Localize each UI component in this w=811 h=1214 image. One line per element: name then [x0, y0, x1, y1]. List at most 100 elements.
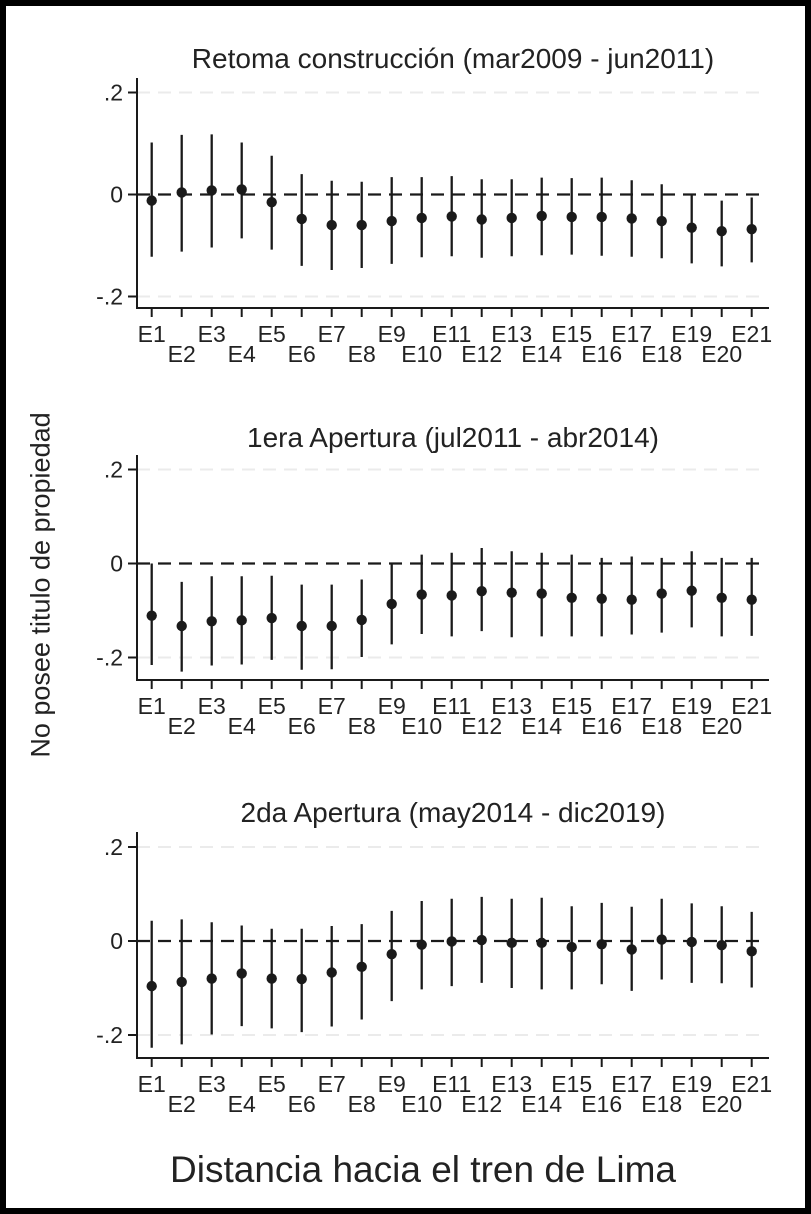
panel-2-estimate-point-E14 — [536, 588, 547, 599]
panel-2-x-tick-label-E16: E16 — [581, 713, 622, 739]
panel-1-x-tick-label-E17: E17 — [611, 321, 652, 347]
panel-1-x-tick-label-E9: E9 — [378, 321, 406, 347]
panel-3-x-tick-label-E18: E18 — [641, 1091, 682, 1117]
x-axis-title: Distancia hacia el tren de Lima — [170, 1149, 676, 1190]
panel-1-x-tick-label-E21: E21 — [731, 321, 772, 347]
panel-3-estimate-point-E9 — [386, 948, 397, 960]
panel-1-x-tick-label-E3: E3 — [198, 321, 226, 347]
panel-2-estimate-point-E19 — [686, 585, 697, 596]
panel-2-estimate-point-E8 — [356, 614, 367, 626]
panel-3-x-tick-label-E15: E15 — [551, 1071, 592, 1097]
panel-3-estimate-point-E6 — [296, 973, 307, 985]
panel-3-x-tick-label-E19: E19 — [671, 1071, 712, 1097]
panel-3-estimate-point-E15 — [566, 941, 577, 953]
panel-1-estimate-point-E2 — [176, 187, 187, 198]
panel-1-x-tick-label-E8: E8 — [348, 341, 376, 367]
panel-1-estimate-point-E20 — [716, 226, 727, 237]
panel-1-x-tick-label-E16: E16 — [581, 341, 622, 367]
panel-2-estimate-point-E2 — [176, 620, 187, 632]
panel-2-estimate-point-E10 — [416, 589, 427, 600]
panel-2-x-tick-label-E20: E20 — [701, 713, 742, 739]
panel-1-title: Retoma construcción (mar2009 - jun2011) — [191, 43, 715, 74]
panel-2-x-tick-label-E12: E12 — [461, 713, 502, 739]
panel-2-estimate-point-E9 — [386, 598, 397, 610]
panel-1-x-tick-label-E11: E11 — [432, 321, 471, 347]
panel-2-estimate-point-E3 — [206, 616, 217, 627]
panel-2-y-tick-label: 0 — [110, 551, 123, 577]
panel-1-estimate-point-E8 — [356, 219, 367, 231]
panel-1-y-tick-label: 0 — [110, 182, 123, 208]
panel-3-x-tick-label-E16: E16 — [581, 1091, 622, 1117]
panel-3-estimate-point-E21 — [746, 946, 757, 957]
panel-1-estimate-point-E18 — [656, 215, 667, 227]
panel-3-x-tick-label-E1: E1 — [138, 1071, 166, 1097]
panel-3-x-tick-label-E13: E13 — [491, 1071, 532, 1097]
panel-3-estimate-point-E2 — [176, 976, 187, 988]
panel-3-x-tick-label-E6: E6 — [288, 1091, 316, 1117]
panel-1-x-tick-label-E12: E12 — [461, 341, 502, 367]
panel-1-x-tick-label-E13: E13 — [491, 321, 532, 347]
panel-2-x-tick-label-E9: E9 — [378, 693, 406, 719]
panel-2-estimate-point-E21 — [746, 594, 757, 605]
panel-1-estimate-point-E10 — [416, 212, 427, 224]
panel-2-x-tick-label-E19: E19 — [671, 693, 712, 719]
panel-3-title: 2da Apertura (may2014 - dic2019) — [240, 797, 666, 828]
panel-3-y-tick-label: .2 — [104, 834, 123, 860]
panel-3-estimate-point-E19 — [686, 936, 697, 948]
panel-3-estimate-point-E20 — [716, 940, 727, 951]
panel-3-y-tick-label: -.2 — [96, 1022, 123, 1048]
panel-3-estimate-point-E8 — [356, 961, 367, 973]
panel-3-estimate-point-E7 — [326, 967, 337, 978]
panel-3-x-tick-label-E14: E14 — [521, 1091, 562, 1117]
panel-2-estimate-point-E17 — [626, 594, 637, 605]
panel-3-estimate-point-E17 — [626, 944, 637, 955]
panel-2-x-tick-label-E7: E7 — [318, 693, 346, 719]
panel-2-x-tick-label-E14: E14 — [521, 713, 562, 739]
panel-1-x-tick-label-E2: E2 — [168, 341, 196, 367]
panel-1-x-tick-label-E14: E14 — [521, 341, 562, 367]
panel-2-x-tick-label-E2: E2 — [168, 713, 196, 739]
panel-1-x-tick-label-E20: E20 — [701, 341, 742, 367]
panel-3-x-tick-label-E11: E11 — [432, 1071, 471, 1097]
panel-2-estimate-point-E18 — [656, 588, 667, 599]
panel-2-x-tick-label-E15: E15 — [551, 693, 592, 719]
panel-2-y-tick-label: -.2 — [96, 645, 123, 671]
panel-3-estimate-point-E18 — [656, 934, 667, 945]
panel-1-estimate-point-E14 — [536, 210, 547, 222]
panel-3-x-tick-label-E7: E7 — [318, 1071, 346, 1097]
panel-2-x-tick-label-E6: E6 — [288, 713, 316, 739]
panel-2-estimate-point-E7 — [326, 620, 337, 632]
panel-3-x-tick-label-E20: E20 — [701, 1091, 742, 1117]
panel-2-x-tick-label-E10: E10 — [401, 713, 442, 739]
panel-3-estimate-point-E4 — [236, 968, 247, 979]
panel-1-x-tick-label-E15: E15 — [551, 321, 592, 347]
panel-3-x-tick-label-E3: E3 — [198, 1071, 226, 1097]
panel-1-estimate-point-E16 — [596, 211, 607, 223]
panel-2-estimate-point-E5 — [266, 612, 277, 624]
panel-2-estimate-point-E4 — [236, 615, 247, 626]
panel-1-x-tick-label-E1: E1 — [138, 321, 166, 347]
panel-2-x-tick-label-E3: E3 — [198, 693, 226, 719]
panel-2-estimate-point-E16 — [596, 593, 607, 604]
panel-2-x-tick-label-E13: E13 — [491, 693, 532, 719]
panel-2-x-tick-label-E21: E21 — [731, 693, 772, 719]
panel-1-estimate-point-E6 — [296, 213, 307, 225]
panel-1-y-tick-label: .2 — [104, 80, 123, 106]
panel-1-estimate-point-E4 — [236, 184, 247, 195]
panel-1-estimate-point-E12 — [476, 214, 487, 225]
panel-1-estimate-point-E5 — [266, 196, 277, 208]
panel-1-estimate-point-E7 — [326, 219, 337, 231]
panel-3-estimate-point-E10 — [416, 939, 427, 950]
panel-1-estimate-point-E17 — [626, 213, 637, 224]
panel-1-x-tick-label-E4: E4 — [228, 341, 256, 367]
panel-1-x-tick-label-E18: E18 — [641, 341, 682, 367]
panel-2-x-tick-label-E8: E8 — [348, 713, 376, 739]
panel-3-x-tick-label-E5: E5 — [258, 1071, 286, 1097]
panel-1-x-tick-label-E19: E19 — [671, 321, 712, 347]
panel-1-estimate-point-E11 — [446, 211, 457, 222]
panel-1-estimate-point-E9 — [386, 215, 397, 227]
panel-3-y-tick-label: 0 — [110, 928, 123, 954]
panel-3-estimate-point-E5 — [266, 973, 277, 984]
